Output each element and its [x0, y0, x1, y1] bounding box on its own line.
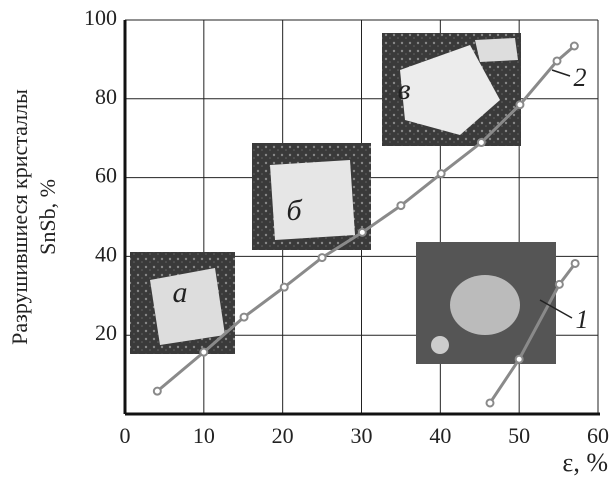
- point: [152, 386, 162, 396]
- point: [485, 398, 495, 408]
- inset-letter: в: [397, 73, 410, 106]
- point: [569, 41, 579, 51]
- inset-d: [416, 242, 556, 364]
- x-tick-label: 30: [351, 423, 373, 448]
- point: [239, 312, 249, 322]
- point: [199, 347, 209, 357]
- point: [396, 201, 406, 211]
- series-label: 1: [576, 305, 589, 334]
- point: [554, 279, 564, 289]
- point: [357, 227, 367, 237]
- point: [570, 258, 580, 268]
- series-line: [156, 44, 576, 393]
- y-axis-label: SnSb, %: [35, 179, 60, 255]
- y-tick-label: 100: [84, 5, 117, 30]
- series-line: [488, 262, 577, 404]
- x-tick-label: 20: [272, 423, 294, 448]
- inset-letter: б: [286, 194, 302, 227]
- x-tick-label: 0: [120, 423, 131, 448]
- inset-b: [252, 143, 371, 250]
- y-tick-label: 20: [95, 320, 117, 345]
- y-tick-label: 80: [95, 84, 117, 109]
- point: [317, 253, 327, 263]
- point: [514, 354, 524, 364]
- y-tick-label: 40: [95, 241, 117, 266]
- point: [515, 100, 525, 110]
- x-tick-label: 10: [193, 423, 215, 448]
- x-tick-label: 50: [508, 423, 530, 448]
- point: [279, 282, 289, 292]
- inset-a: [130, 252, 235, 354]
- y-tick-label: 60: [95, 163, 117, 188]
- leader-line: [539, 299, 573, 319]
- x-axis-label: ε, %: [562, 448, 608, 477]
- y-axis-label: Разрушившиеся кристаллы: [7, 89, 32, 345]
- series-label: 2: [574, 63, 587, 92]
- inset-letter: а: [173, 276, 188, 309]
- x-tick-label: 40: [429, 423, 451, 448]
- point: [552, 56, 562, 66]
- leader-line: [551, 69, 571, 77]
- x-tick-label: 60: [587, 423, 609, 448]
- point: [436, 169, 446, 179]
- point: [476, 138, 486, 148]
